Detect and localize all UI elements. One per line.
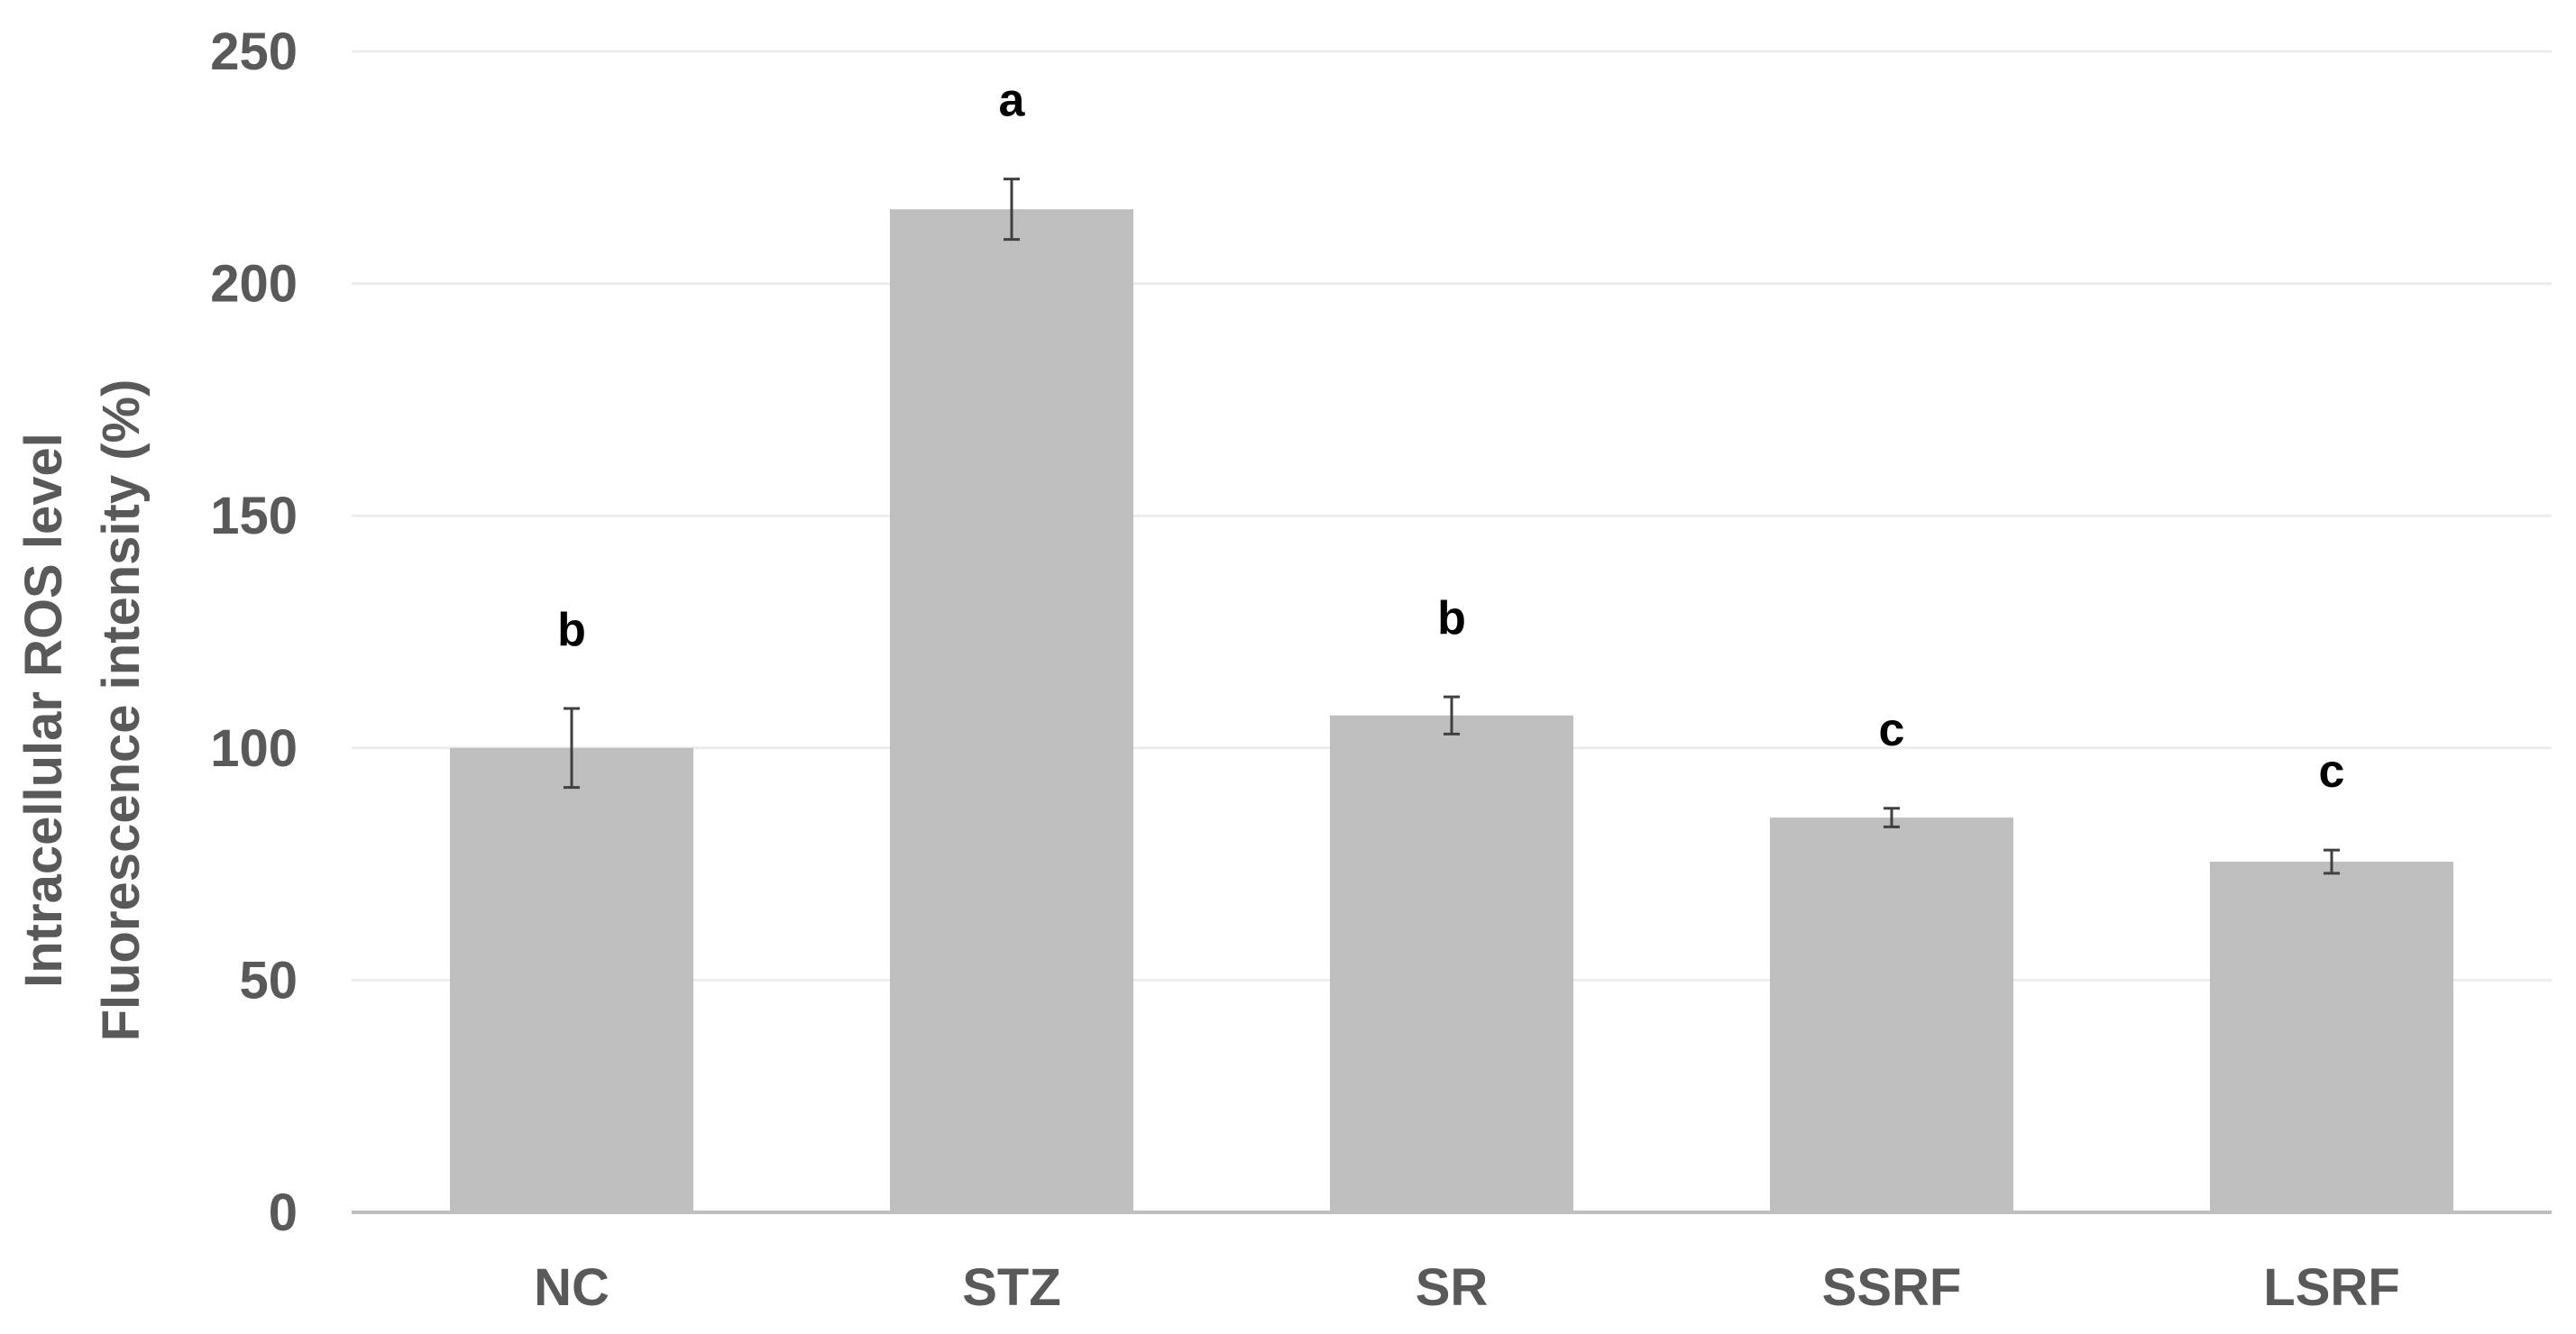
significance-label-lsrf: c [2319, 745, 2345, 798]
bar-lsrf [2210, 862, 2453, 1212]
error-bar-ssrf [1884, 807, 1900, 828]
error-bar-nc [564, 707, 580, 790]
x-tick-label-sr: SR [1416, 1258, 1489, 1317]
error-bars [564, 178, 2340, 875]
significance-label-stz: a [999, 75, 1026, 127]
bar-stz [890, 209, 1133, 1213]
y-tick-label-0: 0 [269, 1183, 298, 1242]
y-axis-title-line-2: Fluorescence intensity (%) [92, 379, 151, 1042]
y-tick-label-50: 50 [239, 951, 298, 1010]
gridlines [352, 50, 2552, 982]
bar-nc [450, 747, 693, 1212]
bar-ssrf [1770, 818, 2013, 1212]
significance-label-ssrf: c [1879, 704, 1905, 756]
x-tick-label-lsrf: LSRF [2263, 1258, 2399, 1317]
y-axis-title-line-1: Intracellular ROS level [14, 433, 73, 988]
x-tick-label-stz: STZ [962, 1258, 1061, 1317]
bars [450, 209, 2453, 1213]
significance-label-sr: b [1437, 592, 1466, 644]
error-bar-sr [1444, 695, 1460, 736]
y-tick-label-250: 250 [210, 23, 298, 81]
x-tick-label-ssrf: SSRF [1822, 1258, 1962, 1317]
significance-label-nc: b [557, 604, 586, 656]
error-bar-stz [1004, 178, 1020, 242]
bar-sr [1330, 715, 1573, 1212]
y-tick-label-150: 150 [210, 487, 298, 545]
labels: Intracellular ROS level Fluorescence int… [14, 23, 2400, 1317]
x-tick-label-nc: NC [534, 1258, 610, 1317]
y-tick-label-200: 200 [210, 255, 298, 314]
y-tick-label-100: 100 [210, 719, 298, 778]
error-bar-lsrf [2324, 848, 2340, 875]
